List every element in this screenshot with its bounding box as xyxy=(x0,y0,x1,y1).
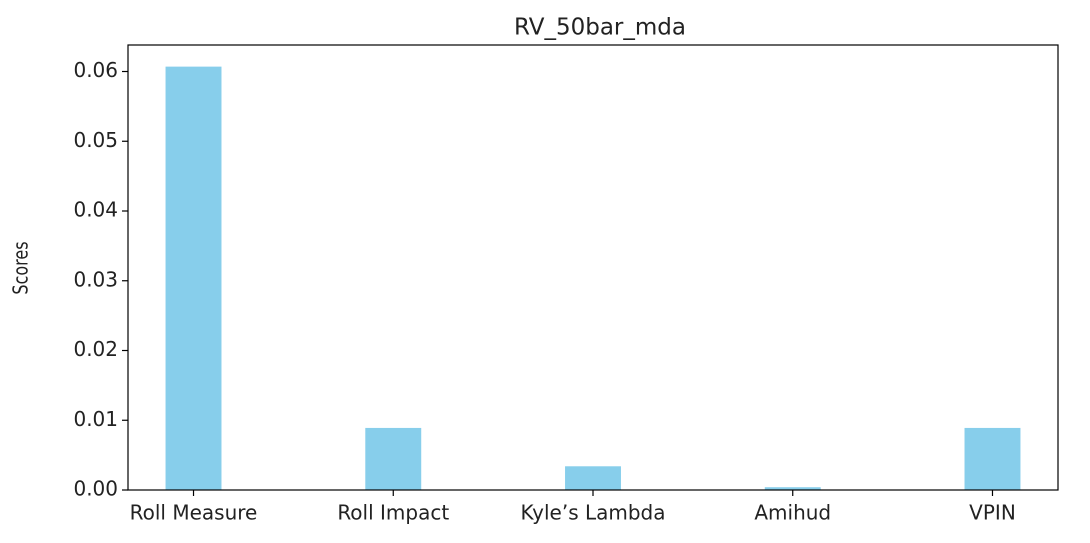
x-tick-label: Roll Measure xyxy=(130,501,258,525)
x-tick-label: Roll Impact xyxy=(337,501,449,525)
y-tick-label: 0.02 xyxy=(73,337,118,361)
bar xyxy=(565,466,621,490)
x-tick-label: Amihud xyxy=(754,501,831,525)
y-tick-label: 0.01 xyxy=(73,407,118,431)
y-tick-label: 0.05 xyxy=(73,128,118,152)
bar xyxy=(964,427,1021,490)
y-tick-label: 0.04 xyxy=(73,198,118,222)
plot-frame xyxy=(127,44,1059,491)
y-tick-label: 0.03 xyxy=(73,267,118,291)
bar xyxy=(165,66,222,490)
x-tick-label: Kyle’s Lambda xyxy=(520,501,665,525)
bar xyxy=(764,487,821,490)
chart-title: RV_50bar_mda xyxy=(514,15,686,41)
y-tick-label: 0.00 xyxy=(73,477,118,501)
x-tick-label: VPIN xyxy=(969,501,1016,525)
bar xyxy=(365,427,422,490)
y-tick-label: 0.06 xyxy=(73,58,118,82)
y-axis-label: Scores xyxy=(10,241,33,294)
